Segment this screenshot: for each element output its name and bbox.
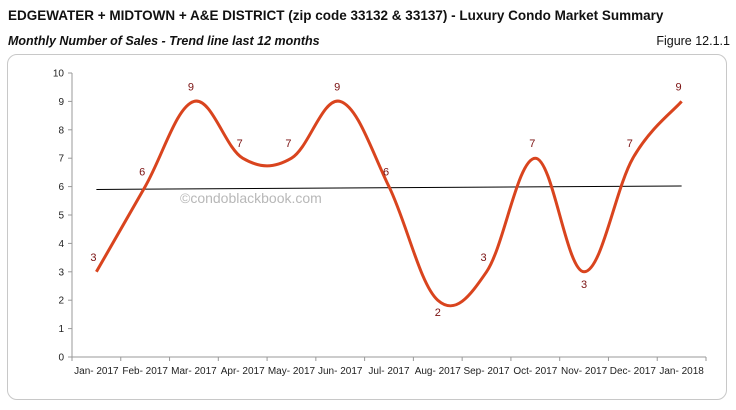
x-tick-label: Dec- 2017: [610, 366, 657, 377]
data-label: 2: [435, 307, 441, 319]
y-tick-label: 2: [58, 296, 64, 307]
data-label: 7: [237, 138, 243, 150]
watermark: ©condoblackbook.com: [180, 190, 322, 206]
data-label: 9: [334, 81, 340, 93]
x-tick-label: Jan- 2017: [74, 366, 119, 377]
x-tick-label: May- 2017: [268, 366, 316, 377]
y-tick-label: 0: [58, 353, 64, 364]
data-label: 6: [383, 167, 389, 179]
x-tick-label: Apr- 2017: [221, 366, 265, 377]
x-tick-label: Nov- 2017: [561, 366, 608, 377]
y-tick-label: 3: [58, 267, 64, 278]
data-label: 7: [285, 138, 291, 150]
data-label: 7: [529, 138, 535, 150]
y-tick-label: 9: [58, 97, 64, 108]
x-tick-label: Jun- 2017: [318, 366, 363, 377]
x-tick-label: Mar- 2017: [171, 366, 217, 377]
data-label: 6: [139, 167, 145, 179]
data-label: 7: [627, 138, 633, 150]
y-tick-label: 5: [58, 211, 64, 222]
y-tick-label: 7: [58, 154, 64, 165]
y-tick-label: 1: [58, 324, 64, 335]
data-label: 9: [188, 81, 194, 93]
x-tick-label: Jan- 2018: [659, 366, 704, 377]
chart-subtitle: Monthly Number of Sales - Trend line las…: [8, 34, 320, 48]
data-label: 3: [581, 279, 587, 291]
x-tick-label: Feb- 2017: [122, 366, 168, 377]
y-tick-label: 6: [58, 182, 64, 193]
data-label: 3: [90, 252, 96, 264]
figure-label: Figure 12.1.1: [656, 34, 730, 48]
y-tick-label: 8: [58, 125, 64, 136]
data-label: 9: [676, 81, 682, 93]
y-tick-label: 4: [58, 239, 64, 250]
data-label: 3: [480, 252, 486, 264]
y-tick-label: 10: [53, 69, 65, 80]
x-tick-label: Oct- 2017: [513, 366, 557, 377]
x-tick-label: Jul- 2017: [368, 366, 410, 377]
chart-title: EDGEWATER + MIDTOWN + A&E DISTRICT (zip …: [8, 8, 664, 23]
x-tick-label: Aug- 2017: [415, 366, 462, 377]
x-tick-label: Sep- 2017: [463, 366, 510, 377]
